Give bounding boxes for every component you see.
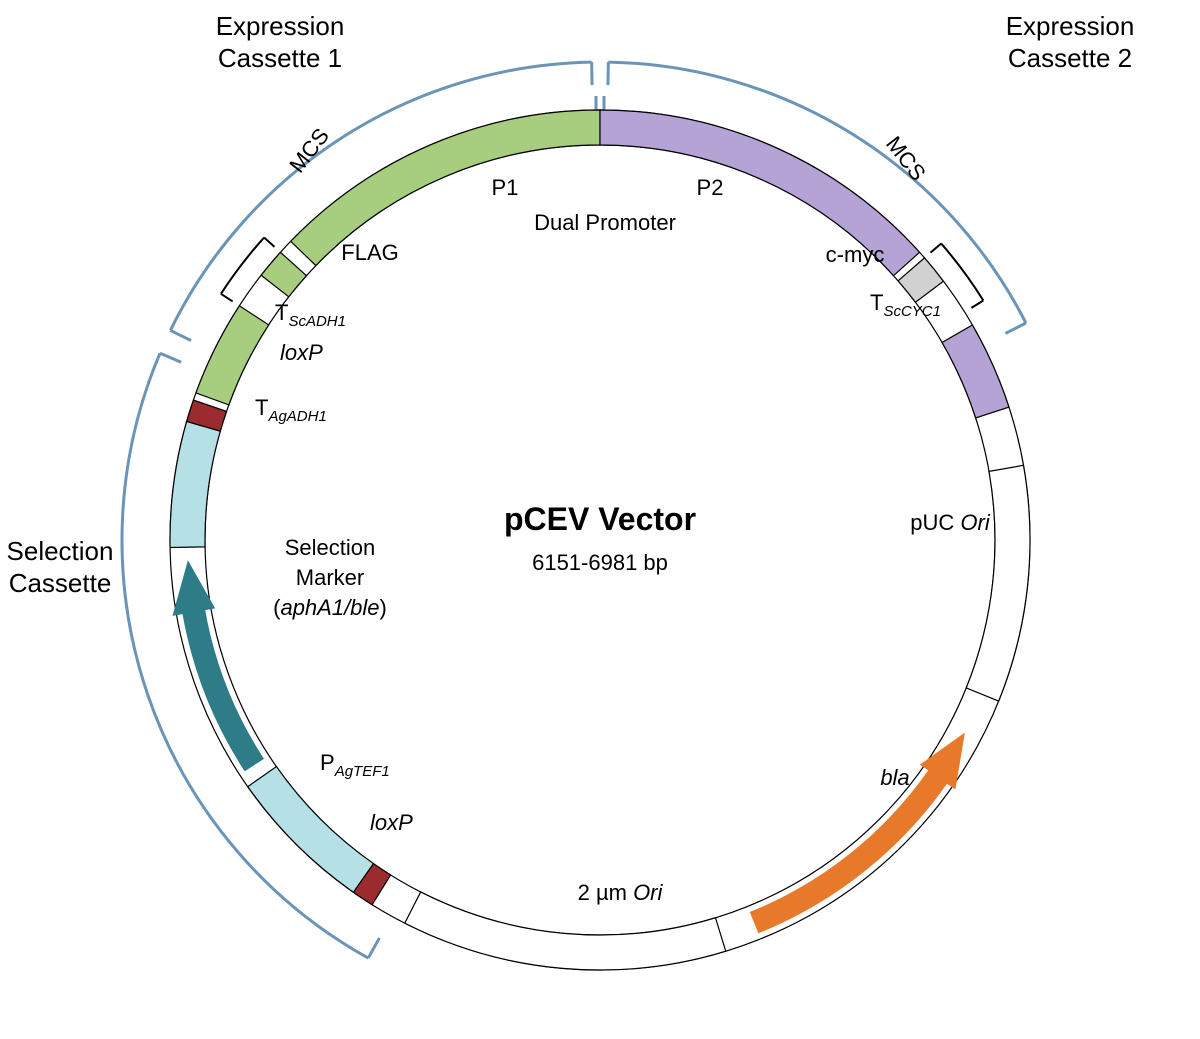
mcs-cap-mcs2 (971, 300, 983, 307)
label-loxp-lower: loxP (370, 810, 413, 835)
label-tsccyc1-t: T (870, 290, 883, 315)
label-tagadh1-t: T (255, 395, 268, 420)
label-p1: P1 (492, 175, 519, 200)
arrow-selection_marker (173, 562, 263, 771)
segment-p_agtef1 (248, 767, 374, 893)
label-cassette2-line1: Expression (1006, 11, 1135, 41)
label-tsccyc1: TScCYC1 (870, 290, 941, 320)
label-cassette1-line2: Cassette 1 (218, 43, 342, 73)
label-puc-ori: pUC Ori (910, 510, 991, 535)
mcs-cap-mcs1 (264, 238, 274, 247)
label-two-um-it: Ori (633, 880, 663, 905)
mcs-cap-mcs2 (931, 243, 942, 252)
bracket-cap-selection_cassette (160, 353, 181, 362)
center-subtitle: 6151-6981 bp (532, 550, 668, 575)
label-p2: P2 (697, 175, 724, 200)
label-selection-cassette-line2: Cassette (9, 568, 112, 598)
segment-p1 (291, 110, 600, 266)
label-bla: bla (880, 765, 909, 790)
label-puc-pre: pUC (910, 510, 960, 535)
mcs-cap-mcs1 (221, 294, 233, 302)
segment-puc_ori (966, 465, 1030, 701)
label-tagadh1-sub: AgADH1 (267, 408, 326, 425)
plasmid-map: pCEV Vector 6151-6981 bp P1 P2 Dual Prom… (0, 0, 1200, 1039)
center-title: pCEV Vector (504, 501, 696, 537)
label-puc-it: Ori (960, 510, 990, 535)
label-tscadh1-t: T (275, 300, 288, 325)
label-flag: FLAG (341, 240, 398, 265)
label-tscadh1: TScADH1 (275, 300, 346, 330)
label-selection-line3-close: ) (380, 595, 387, 620)
label-cassette1-line1: Expression (216, 11, 345, 41)
segment-t_agadh1 (170, 421, 220, 547)
label-pagtef1-sub: AgTEF1 (334, 763, 390, 780)
arrow-bla (750, 734, 964, 933)
label-loxp-upper: loxP (280, 340, 323, 365)
label-cmyc: c-myc (826, 242, 885, 267)
label-tsccyc1-sub: ScCYC1 (883, 303, 941, 320)
label-dual-promoter: Dual Promoter (534, 210, 676, 235)
mcs-bracket-mcs2 (941, 243, 983, 300)
label-selection-line3: (aphA1/ble) (273, 595, 387, 620)
segment-flag (261, 252, 306, 297)
bracket-cap-cassette1 (170, 330, 191, 340)
segment-two_um_ori (405, 892, 726, 970)
label-selection-cassette-line1: Selection (7, 536, 114, 566)
bracket-cap-selection_cassette (368, 938, 379, 958)
label-selection-line1: Selection (285, 535, 376, 560)
segment-t_scadh1 (196, 306, 269, 405)
label-cassette2-line2: Cassette 2 (1008, 43, 1132, 73)
label-two-um-ori: 2 µm Ori (578, 880, 664, 905)
label-mcs1: MCS (284, 123, 334, 177)
label-two-um-pre: 2 µm (578, 880, 633, 905)
bracket-cap-cassette2 (1005, 323, 1025, 333)
label-selection-genes: aphA1/ble (280, 595, 379, 620)
label-pagtef1: PAgTEF1 (320, 750, 390, 780)
segment-t_sccyc1 (942, 325, 1009, 418)
label-tagadh1: TAgADH1 (255, 395, 327, 425)
label-pagtef1-p: P (320, 750, 335, 775)
label-tscadh1-sub: ScADH1 (288, 313, 346, 330)
label-selection-line2: Marker (296, 565, 364, 590)
mcs-bracket-mcs1 (221, 238, 264, 294)
